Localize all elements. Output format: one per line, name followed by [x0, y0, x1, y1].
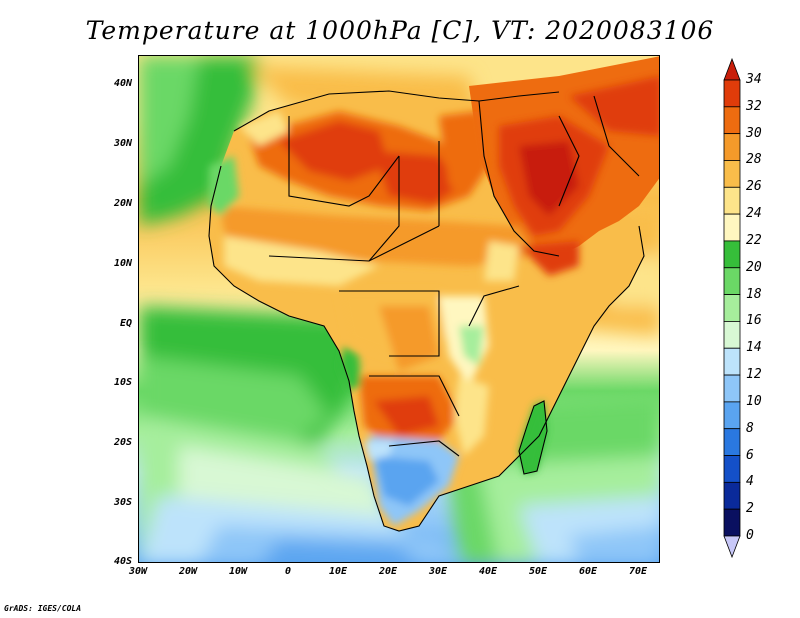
- colorbar-tick-label: 34: [746, 72, 762, 87]
- colorbar-tick-label: 0: [746, 528, 754, 543]
- colorbar-swatch: [723, 428, 741, 456]
- lon-tick-label: 70E: [628, 566, 648, 577]
- colorbar-tick-label: 24: [746, 206, 762, 222]
- lat-tick-label: 10N: [113, 258, 132, 269]
- lon-tick-label: 40E: [478, 566, 498, 577]
- colorbar-tick-label: 18: [746, 286, 762, 302]
- colorbar-swatch: [723, 79, 741, 108]
- colorbar-swatch: [723, 481, 741, 510]
- colorbar-swatch: [723, 347, 741, 376]
- colorbar-swatch: [723, 133, 741, 161]
- colorbar-swatch: [723, 267, 741, 295]
- lon-tick-label: 10E: [328, 566, 348, 577]
- colorbar-swatch: [723, 160, 741, 188]
- map-title: Temperature at 1000hPa [C], VT: 20200831…: [85, 16, 715, 45]
- colorbar-swatch: [723, 374, 741, 403]
- colorbar-tick-label: 28: [746, 152, 762, 168]
- colorbar-tick-label: 26: [746, 179, 762, 195]
- colorbar-swatch: [723, 401, 741, 430]
- lon-tick-label: 60E: [578, 566, 598, 577]
- colorbar-top-arrow: [723, 58, 741, 81]
- colorbar-tick-label: 4: [746, 474, 754, 490]
- lat-tick-label: EQ: [119, 318, 132, 329]
- temperature-field: [139, 56, 659, 562]
- colorbar-tick-label: 6: [746, 447, 754, 463]
- colorbar-tick-label: 2: [746, 501, 754, 517]
- colorbar-swatch: [723, 186, 741, 215]
- land-temperature-field: [209, 76, 659, 526]
- country-borders: [208, 90, 645, 532]
- colorbar-swatch: [723, 213, 741, 242]
- colorbar-tick-label: 30: [746, 125, 762, 141]
- colorbar-swatch: [723, 106, 741, 135]
- credit-text: GrADS: IGES/COLA: [4, 604, 82, 613]
- lon-tick-label: 30W: [128, 566, 148, 577]
- lon-tick-label: 50E: [528, 566, 548, 577]
- colorbar-swatch: [723, 321, 741, 349]
- temperature-map: [138, 55, 660, 563]
- colorbar: [723, 58, 741, 558]
- colorbar-tick-label: 14: [746, 340, 762, 356]
- lon-tick-label: 10W: [228, 566, 248, 577]
- colorbar-tick-label: 12: [746, 367, 762, 383]
- colorbar-swatch: [723, 294, 741, 322]
- colorbar-swatch: [723, 455, 741, 483]
- colorbar-bottom-arrow: [723, 535, 741, 558]
- lon-tick-label: 30E: [428, 566, 448, 577]
- colorbar-tick-label: 32: [746, 98, 762, 114]
- lat-tick-label: 30S: [113, 497, 132, 508]
- colorbar-tick-label: 22: [746, 232, 762, 248]
- lat-tick-label: 40N: [113, 78, 132, 89]
- lat-tick-label: 20N: [113, 198, 132, 209]
- lat-tick-label: 30N: [113, 138, 132, 149]
- lat-tick-label: 40S: [113, 556, 132, 567]
- colorbar-tick-label: 8: [746, 420, 754, 436]
- lat-tick-label: 10S: [113, 377, 132, 388]
- colorbar-tick-label: 10: [746, 393, 762, 409]
- colorbar-swatch: [723, 240, 741, 269]
- lon-tick-label: 0: [284, 566, 292, 577]
- colorbar-swatch: [723, 508, 741, 537]
- colorbar-tick-label: 20: [746, 259, 762, 275]
- lon-tick-label: 20E: [378, 566, 398, 577]
- lat-tick-label: 20S: [113, 437, 132, 448]
- lon-tick-label: 20W: [178, 566, 198, 577]
- colorbar-tick-label: 16: [746, 313, 762, 329]
